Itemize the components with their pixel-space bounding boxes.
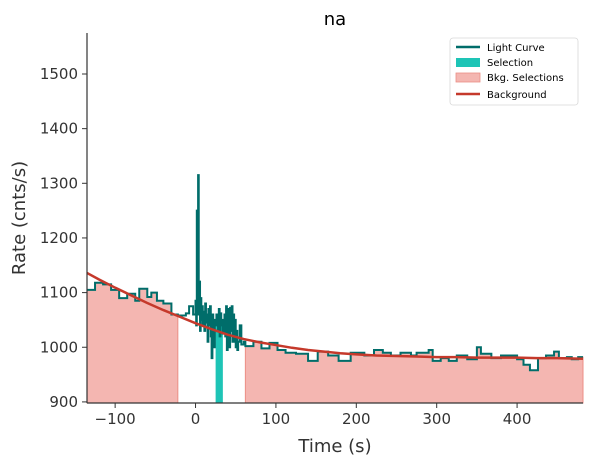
bkg-selection-region-1: [244, 341, 584, 404]
x-axis-title: Time (s): [297, 436, 371, 457]
legend-swatch-bkg-selections: [455, 72, 481, 83]
x-tick-label: 0: [191, 410, 201, 428]
x-tick-label: 300: [422, 410, 451, 428]
legend-swatch-selection: [456, 58, 480, 67]
light-curve-layer: [87, 174, 583, 372]
legend-label-light-curve: Light Curve: [487, 43, 545, 54]
ticks-layer: −100 0 100 200 300 400 900 1000 1100 1200 1300 1400…: [40, 65, 532, 428]
y-tick-label: 1400: [40, 120, 78, 138]
axes-layer: [86, 33, 583, 404]
legend-frame: [449, 37, 579, 106]
x-tick-label: −100: [95, 410, 136, 428]
y-axis-title: Rate (cnts/s): [9, 161, 30, 275]
x-tick-label: 200: [342, 410, 371, 428]
background-model-layer: [86, 271, 584, 360]
y-tick-label: 1500: [40, 65, 78, 83]
y-tick-label: 1200: [40, 229, 78, 247]
chart-title: na: [324, 9, 346, 30]
background-model-line: [86, 271, 584, 360]
x-tick-label: 400: [503, 410, 532, 428]
legend-label-bkg-selections: Bkg. Selections: [487, 73, 564, 84]
x-tick-label: 100: [262, 410, 291, 428]
y-tick-label: 1300: [40, 174, 78, 192]
legend-label-selection: Selection: [487, 58, 533, 69]
legend: Light Curve Selection Bkg. Selections Ba…: [449, 37, 579, 106]
legend-label-background: Background: [487, 90, 547, 101]
y-tick-label: 1000: [40, 338, 78, 356]
y-tick-label: 1100: [40, 284, 78, 302]
y-tick-label: 900: [49, 393, 78, 411]
light-curve-line: [87, 174, 583, 372]
